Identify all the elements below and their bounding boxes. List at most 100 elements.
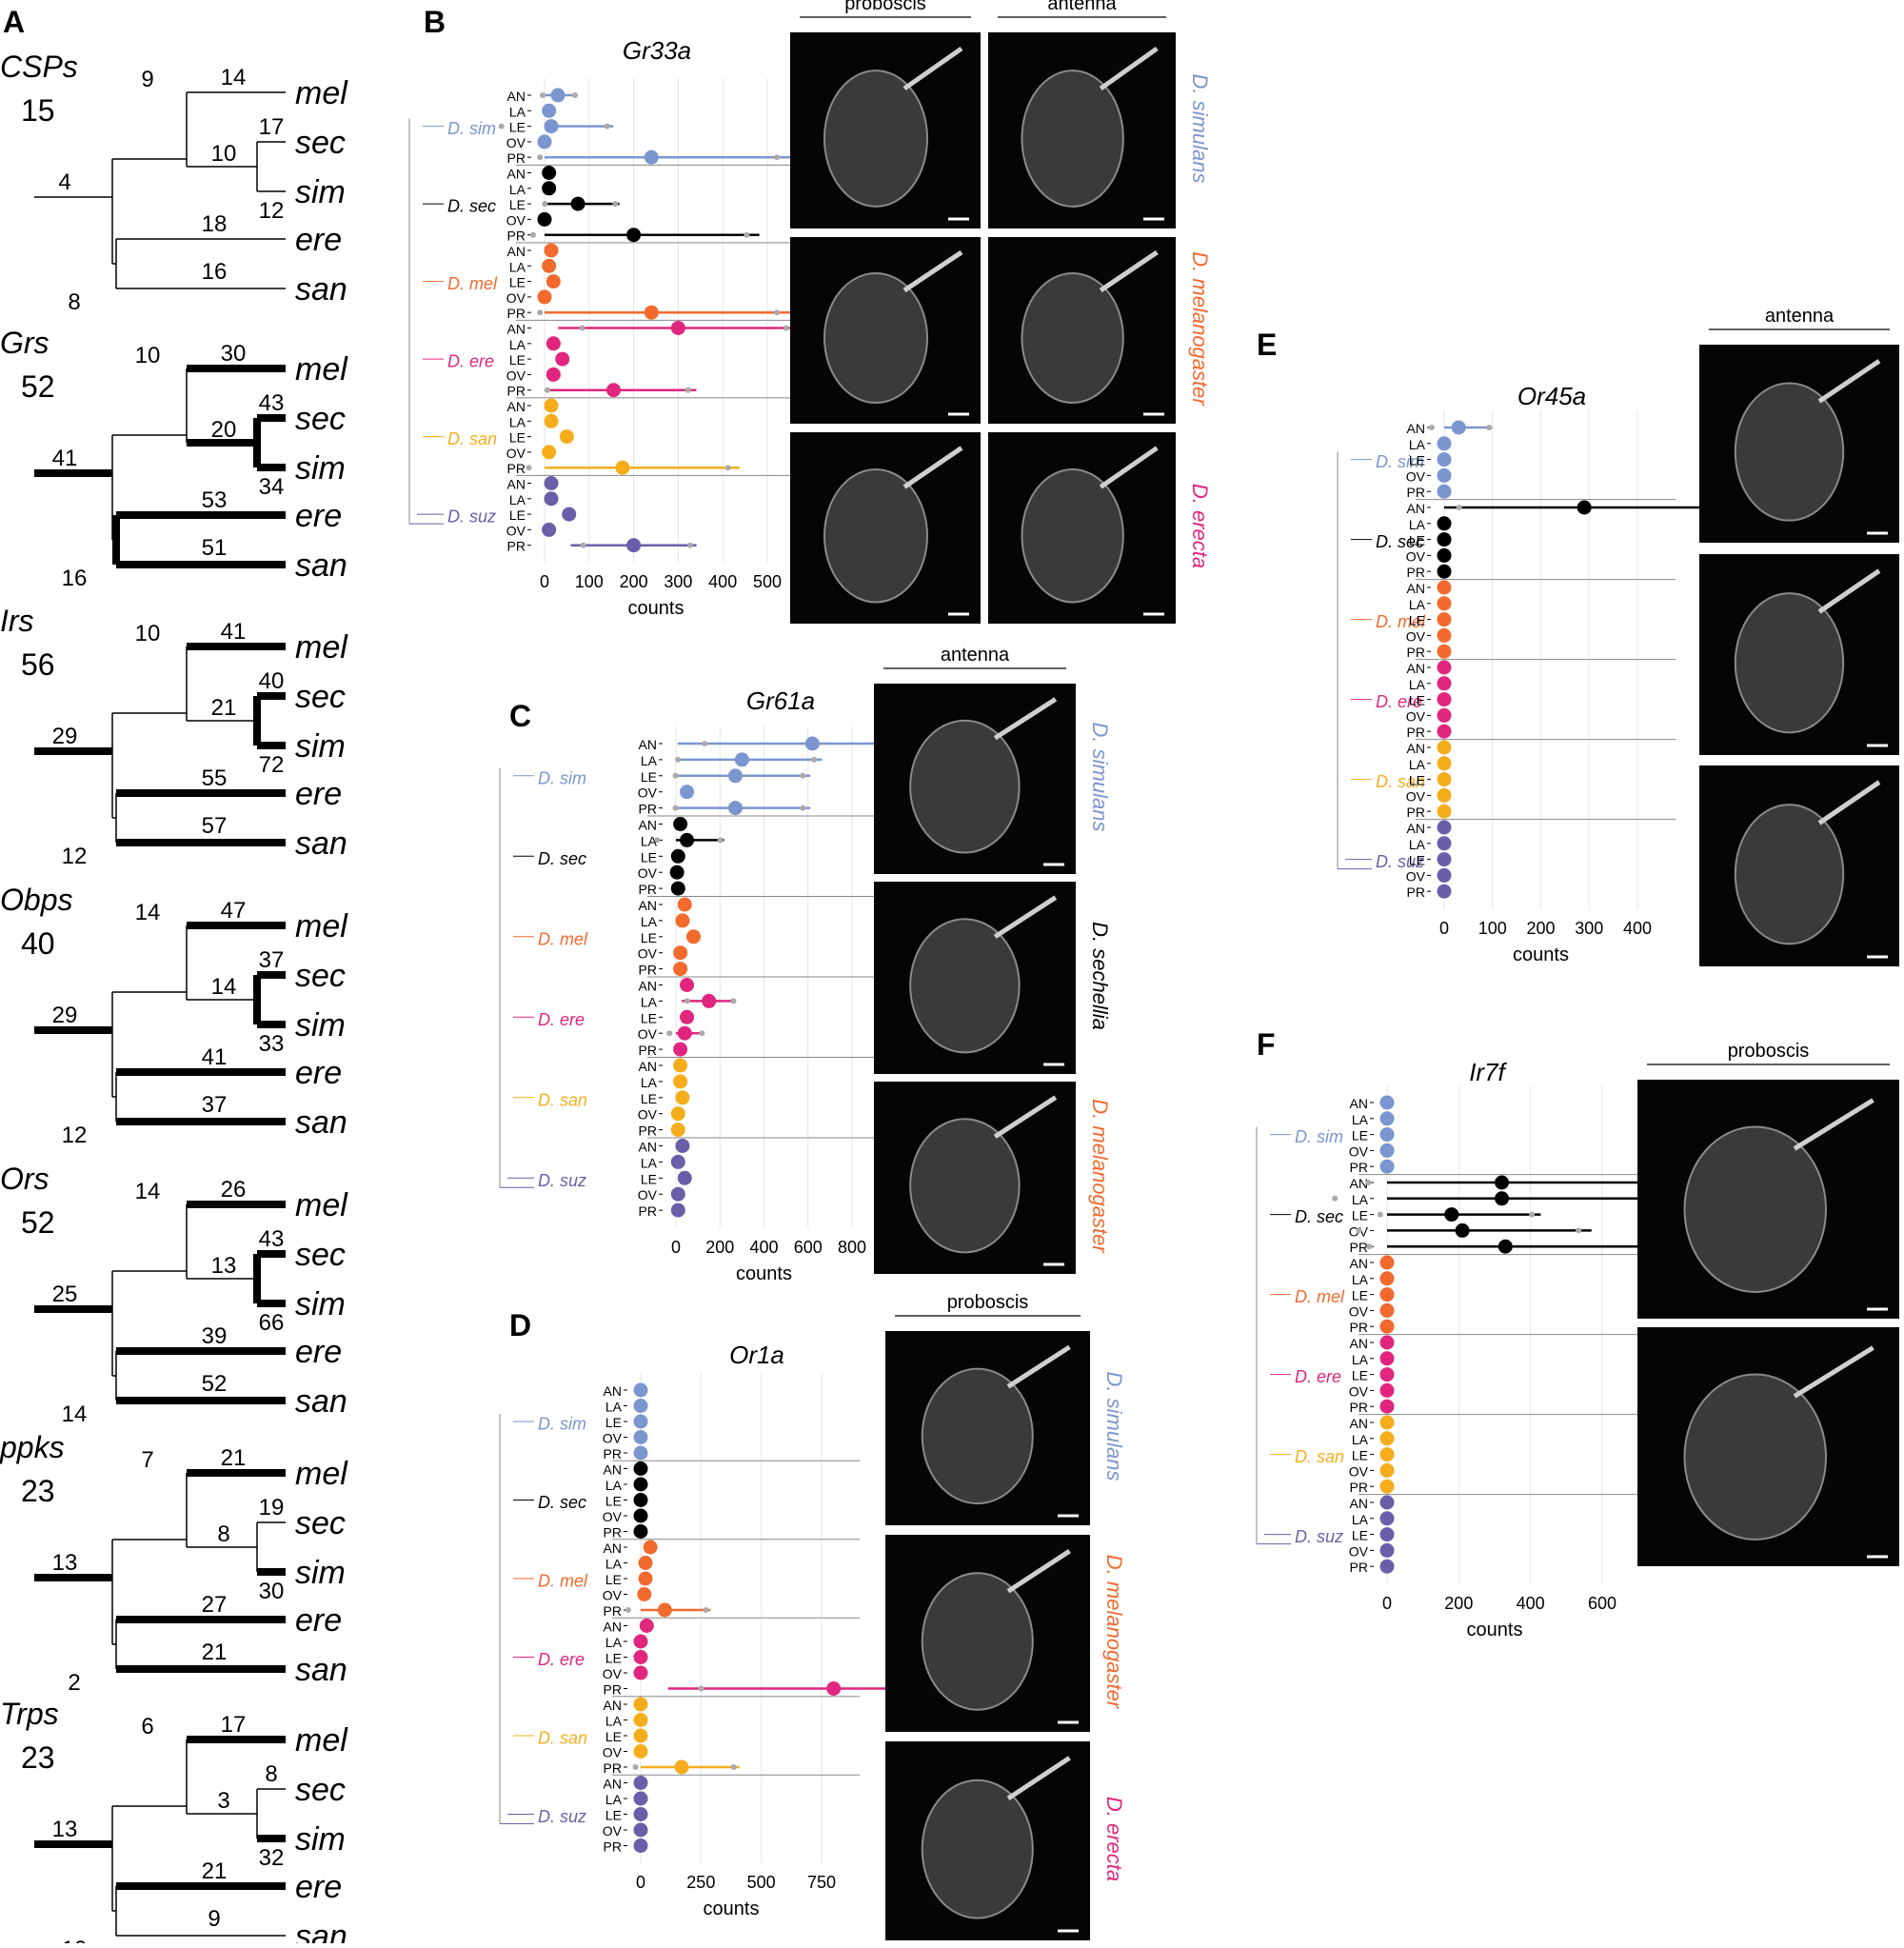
- data-point: [633, 1807, 648, 1821]
- tip-label-sec: sec: [295, 401, 346, 437]
- tissue-label: LE: [605, 1651, 622, 1666]
- tissue-label: LE: [509, 507, 526, 523]
- data-point: [1379, 1271, 1395, 1286]
- data-point: [680, 785, 695, 800]
- tissue-label: PR: [639, 882, 657, 897]
- replicate-point: [1486, 425, 1493, 430]
- data-point: [643, 1540, 658, 1555]
- data-point: [677, 1170, 692, 1185]
- tissue-label: AN: [639, 1059, 657, 1074]
- data-point: [633, 1650, 648, 1664]
- data-point: [804, 736, 820, 751]
- replicate-point: [537, 154, 544, 161]
- tissue-label: AN: [507, 477, 526, 492]
- species-label: D. sec: [447, 196, 496, 215]
- tissue-label: AN: [639, 898, 657, 913]
- data-point: [1379, 1462, 1395, 1478]
- branch-count: 4: [58, 169, 70, 195]
- species-label: D. sim: [1376, 452, 1424, 471]
- tissue-label: LE: [509, 352, 526, 368]
- tissue-label: PR: [1350, 1240, 1368, 1255]
- tissue-label: PR: [639, 802, 657, 817]
- tip-label-sim: sim: [295, 728, 346, 765]
- data-point: [633, 1713, 648, 1727]
- branch-count: 9: [141, 67, 153, 92]
- branch-count: 17: [259, 114, 285, 140]
- tissue-label: AN: [507, 399, 526, 414]
- tip-label-mel: mel: [295, 1456, 348, 1492]
- tissue-highlight: [1793, 1345, 1874, 1399]
- replicate-point: [632, 1764, 639, 1770]
- data-point: [1437, 707, 1452, 723]
- x-axis-label: counts: [1513, 944, 1569, 965]
- data-point: [1495, 1191, 1510, 1206]
- tissue-label: LA: [605, 1478, 623, 1493]
- tick-label: 600: [1588, 1594, 1616, 1613]
- tissue-label: LE: [1352, 1448, 1368, 1463]
- data-point: [686, 929, 701, 944]
- data-point: [537, 134, 552, 149]
- gene-family-tree: Grs 52 41 10 30 20 43 34 16 53 51 mel sec sim ere san: [0, 326, 348, 591]
- tissue-highlight: [993, 1095, 1058, 1139]
- data-point: [542, 166, 557, 180]
- replicate-point: [537, 309, 544, 316]
- tip-label-san: san: [295, 271, 347, 308]
- replicate-point: [1366, 1243, 1373, 1250]
- tick-label: 500: [747, 1873, 776, 1892]
- data-point: [1379, 1287, 1395, 1302]
- data-point: [570, 196, 585, 211]
- tissue-label: LA: [1409, 517, 1426, 532]
- tissue-label: LA: [641, 994, 658, 1009]
- species-label: D. san: [1295, 1447, 1344, 1466]
- tissue-label: LE: [641, 1010, 657, 1025]
- data-point: [657, 1602, 672, 1618]
- tissue-label: LE: [641, 769, 657, 785]
- tip-label-sec: sec: [295, 1237, 346, 1273]
- tip-label-ere: ere: [295, 498, 342, 534]
- data-point: [1379, 1511, 1395, 1526]
- replicate-point: [783, 325, 789, 331]
- branch-count: 16: [202, 259, 228, 285]
- panel-label-F: F: [1257, 1027, 1276, 1062]
- tissue-label: OV: [506, 523, 526, 538]
- tip-label-ere: ere: [295, 1334, 342, 1370]
- tissue-label: AN: [507, 89, 526, 104]
- data-point: [545, 367, 561, 382]
- data-point: [826, 1681, 842, 1696]
- data-point: [1437, 484, 1452, 499]
- tissue-label: OV: [603, 1823, 623, 1839]
- data-point: [633, 1445, 648, 1461]
- tick-label: 500: [753, 572, 782, 591]
- tissue-label: LE: [605, 1415, 622, 1430]
- tissue-label: LE: [641, 1171, 657, 1186]
- data-point: [633, 1822, 648, 1838]
- panel-label-B: B: [424, 5, 446, 39]
- species-label: D. sec: [538, 1493, 586, 1512]
- tissue-label: LA: [641, 1075, 658, 1090]
- tissue-label: LE: [509, 197, 526, 212]
- tissue-silhouette: [1734, 804, 1845, 945]
- tip-label-sim: sim: [295, 1007, 346, 1044]
- species-label: D. san: [538, 1728, 587, 1747]
- replicate-point: [1529, 1211, 1536, 1218]
- tissue-label: PR: [639, 1043, 657, 1058]
- tip-label-sim: sim: [295, 450, 346, 487]
- replicate-point: [684, 998, 690, 1004]
- data-point: [1437, 804, 1452, 819]
- replicate-point: [675, 756, 682, 763]
- tissue-label: PR: [507, 306, 526, 321]
- tissue-label: OV: [638, 1107, 658, 1123]
- data-point: [542, 181, 557, 196]
- tissue-label: LA: [1409, 677, 1426, 692]
- branch-count: 43: [259, 1226, 285, 1252]
- tissue-label: LE: [605, 1572, 622, 1587]
- tissue-label: LA: [1352, 1192, 1369, 1207]
- tip-label-san: san: [295, 825, 347, 862]
- family-name: Ors: [0, 1162, 50, 1196]
- tissue-label: AN: [639, 979, 657, 994]
- species-label: D. mel: [1376, 612, 1426, 631]
- replicate-point: [542, 201, 548, 208]
- tick-label: 100: [575, 572, 604, 591]
